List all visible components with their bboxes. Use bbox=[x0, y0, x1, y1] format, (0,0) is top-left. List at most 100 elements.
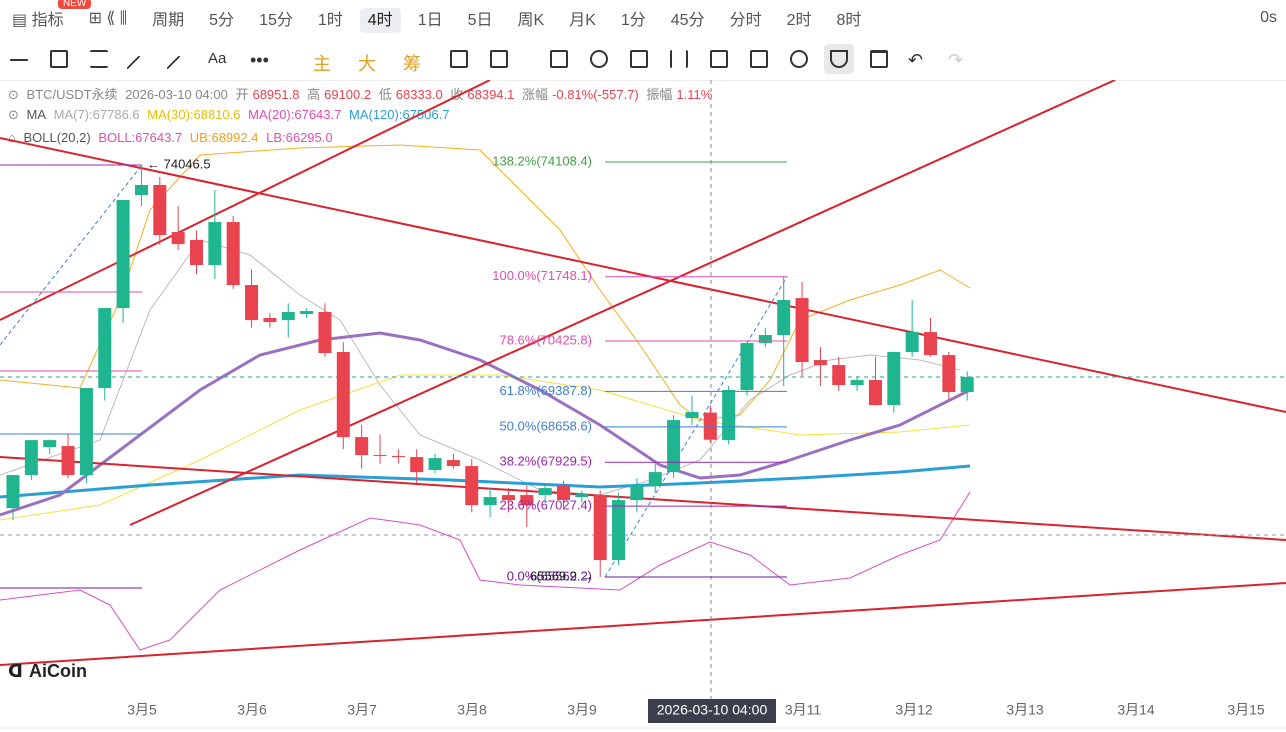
candle-body bbox=[446, 460, 460, 467]
candle-body bbox=[850, 380, 864, 386]
candle-body bbox=[134, 185, 148, 196]
collapse-icon[interactable]: ⊙ bbox=[8, 87, 19, 102]
tool-line[interactable] bbox=[10, 59, 28, 61]
candle-body bbox=[868, 380, 882, 406]
tool-delete[interactable] bbox=[870, 50, 888, 68]
interval-toolbar: ▤ 指标 NEW ⊞ ⟪ ⫼ 周期 5分 15分 1时 4时 1日 5日 周K 月K 1分 45分… bbox=[0, 0, 1286, 36]
tool-filter[interactable] bbox=[830, 50, 848, 68]
candle-body bbox=[538, 488, 552, 496]
interval-button[interactable]: 1分 bbox=[620, 12, 646, 29]
indicators bbox=[0, 144, 971, 651]
candle-body bbox=[373, 455, 387, 457]
candle-body bbox=[263, 318, 277, 323]
fib-label: 23.6%(67027.4) bbox=[499, 498, 592, 513]
tool-icon[interactable] bbox=[490, 50, 508, 68]
boll-mid: BOLL:67643.7 bbox=[98, 130, 183, 145]
candle-body bbox=[281, 312, 295, 321]
candle-body bbox=[171, 232, 185, 245]
candle-body bbox=[336, 352, 350, 438]
interval-button[interactable]: 4时 bbox=[359, 8, 401, 33]
candle-body bbox=[777, 300, 791, 336]
candle-body bbox=[465, 466, 479, 506]
collapse-icon[interactable]: ⊙ bbox=[8, 107, 19, 122]
candle-body bbox=[61, 446, 75, 476]
candle-body bbox=[483, 497, 497, 506]
interval-button[interactable]: 5分 bbox=[209, 12, 235, 29]
candle-body bbox=[208, 222, 222, 266]
period-button[interactable]: 周期 bbox=[152, 12, 185, 29]
indicator-button[interactable]: ▤ 指标 bbox=[12, 12, 64, 29]
interval-button[interactable]: 周K bbox=[517, 12, 545, 29]
tool-icon[interactable] bbox=[670, 50, 688, 68]
date-label: 3月12 bbox=[895, 702, 933, 718]
tool-segment[interactable] bbox=[166, 55, 192, 81]
ma-row: ⊙ MA MA(7):67786.6 MA(30):68810.6 MA(20)… bbox=[8, 107, 453, 123]
candle-body bbox=[153, 185, 167, 236]
logo-text: AiCoin bbox=[29, 661, 87, 681]
high-label: ← 74046.5 bbox=[147, 156, 211, 171]
fib-label: 61.8%(69387.8) bbox=[499, 383, 592, 398]
date-label: 3月7 bbox=[347, 702, 377, 718]
tool-icon[interactable] bbox=[790, 50, 808, 68]
interval-button[interactable]: 8时 bbox=[836, 12, 862, 29]
interval-button[interactable]: 2时 bbox=[786, 12, 812, 29]
chips-toggle[interactable]: 筹 bbox=[403, 54, 421, 74]
ma7: MA(7):67786.6 bbox=[53, 107, 140, 122]
date-label: 3月14 bbox=[1117, 702, 1155, 718]
indicator-label: 指标 bbox=[31, 12, 64, 29]
tool-redo[interactable]: ↷ bbox=[948, 50, 964, 70]
interval-button[interactable]: 分时 bbox=[729, 12, 762, 29]
candle-body bbox=[593, 495, 607, 561]
tool-lock[interactable] bbox=[710, 50, 728, 68]
candle-body bbox=[667, 420, 681, 473]
date-label: 3月15 bbox=[1227, 702, 1265, 718]
tool-rect[interactable] bbox=[50, 50, 68, 68]
tool-channel[interactable] bbox=[90, 50, 108, 68]
value: -0.81%(-557.7) bbox=[552, 87, 639, 102]
main-toggle[interactable]: 主 bbox=[313, 54, 331, 74]
tool-icon[interactable] bbox=[750, 50, 768, 68]
tool-icon[interactable] bbox=[590, 50, 608, 68]
interval-button[interactable]: 15分 bbox=[259, 12, 293, 29]
tool-icon[interactable] bbox=[450, 50, 468, 68]
time: 2026-03-10 04:00 bbox=[125, 87, 228, 102]
chart: 138.2%(74108.4) 100.0%(71748.1) 78.6%(7042… bbox=[0, 80, 1286, 729]
layout-icon[interactable]: ⊞ ⟪ ⫼ bbox=[88, 10, 128, 27]
tool-icon[interactable] bbox=[630, 50, 648, 68]
drawing-toolbar: Aa ••• 主 大 筹 ↶ ↷ bbox=[0, 40, 1286, 81]
tool-undo[interactable]: ↶ bbox=[908, 50, 924, 70]
interval-button[interactable]: 5日 bbox=[467, 12, 493, 29]
candle-body bbox=[43, 440, 57, 448]
candle-body bbox=[116, 200, 130, 309]
date-label: 3月11 bbox=[785, 702, 822, 718]
candle-body bbox=[722, 390, 736, 441]
tool-more[interactable]: ••• bbox=[250, 50, 269, 70]
crosshair-box bbox=[648, 699, 776, 723]
big-toggle[interactable]: 大 bbox=[358, 54, 376, 74]
interval-button[interactable]: 45分 bbox=[670, 12, 705, 29]
candle-body bbox=[703, 412, 717, 440]
low-label: 65569.2 → bbox=[530, 568, 594, 583]
alert-icon[interactable]: ⌂ bbox=[8, 130, 16, 145]
tool-text[interactable]: Aa bbox=[208, 50, 227, 67]
label: 低 bbox=[378, 87, 392, 102]
candle-body bbox=[813, 360, 827, 366]
candle-body bbox=[942, 355, 956, 393]
tool-ray[interactable] bbox=[126, 55, 152, 81]
logo: ᗡ AiCoin bbox=[8, 661, 87, 681]
date-axis: 3月5 3月6 3月7 3月8 3月9 3月11 3月12 3月13 3月14 3月15 bbox=[127, 702, 1265, 718]
fib-label: 38.2%(67929.5) bbox=[499, 454, 592, 469]
countdown: 0s bbox=[1260, 9, 1277, 26]
date-label: 3月6 bbox=[237, 702, 267, 718]
interval-button[interactable]: 1日 bbox=[417, 12, 443, 29]
candle-body bbox=[355, 437, 369, 456]
candle-body bbox=[318, 312, 332, 354]
interval-button[interactable]: 1时 bbox=[317, 12, 343, 29]
interval-button[interactable]: 月K bbox=[569, 12, 596, 29]
interval-group: 5分 15分 1时 4时 1日 5日 周K 月K 1分 45分 分时 2时 8时 bbox=[201, 6, 878, 33]
tool-icon[interactable] bbox=[550, 50, 568, 68]
symbol: BTC/USDT永续 bbox=[26, 87, 118, 102]
candle-body bbox=[648, 472, 662, 486]
ma120: MA(120):67506.7 bbox=[349, 107, 450, 122]
